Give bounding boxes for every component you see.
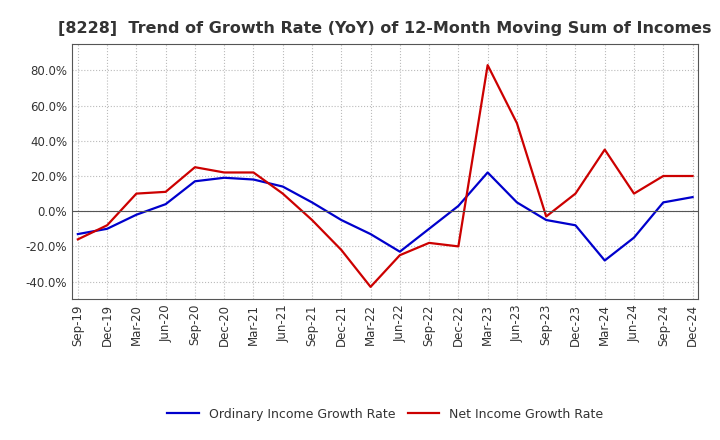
Ordinary Income Growth Rate bbox=[483, 170, 492, 175]
Net Income Growth Rate bbox=[659, 173, 667, 179]
Ordinary Income Growth Rate bbox=[425, 226, 433, 231]
Net Income Growth Rate bbox=[571, 191, 580, 196]
Ordinary Income Growth Rate bbox=[454, 203, 463, 209]
Ordinary Income Growth Rate bbox=[220, 175, 228, 180]
Ordinary Income Growth Rate bbox=[249, 177, 258, 182]
Net Income Growth Rate bbox=[600, 147, 609, 152]
Net Income Growth Rate bbox=[191, 165, 199, 170]
Ordinary Income Growth Rate bbox=[395, 249, 404, 254]
Net Income Growth Rate bbox=[220, 170, 228, 175]
Ordinary Income Growth Rate bbox=[132, 212, 140, 217]
Ordinary Income Growth Rate bbox=[161, 202, 170, 207]
Net Income Growth Rate bbox=[337, 247, 346, 253]
Ordinary Income Growth Rate bbox=[513, 200, 521, 205]
Net Income Growth Rate bbox=[395, 253, 404, 258]
Net Income Growth Rate bbox=[103, 223, 112, 228]
Net Income Growth Rate bbox=[630, 191, 639, 196]
Net Income Growth Rate bbox=[279, 191, 287, 196]
Title: [8228]  Trend of Growth Rate (YoY) of 12-Month Moving Sum of Incomes: [8228] Trend of Growth Rate (YoY) of 12-… bbox=[58, 21, 712, 36]
Ordinary Income Growth Rate bbox=[366, 231, 375, 237]
Net Income Growth Rate bbox=[513, 121, 521, 126]
Net Income Growth Rate bbox=[366, 284, 375, 290]
Net Income Growth Rate bbox=[542, 214, 551, 219]
Ordinary Income Growth Rate bbox=[191, 179, 199, 184]
Net Income Growth Rate bbox=[454, 244, 463, 249]
Net Income Growth Rate bbox=[688, 173, 697, 179]
Ordinary Income Growth Rate bbox=[600, 258, 609, 263]
Ordinary Income Growth Rate bbox=[307, 200, 316, 205]
Line: Ordinary Income Growth Rate: Ordinary Income Growth Rate bbox=[78, 172, 693, 260]
Legend: Ordinary Income Growth Rate, Net Income Growth Rate: Ordinary Income Growth Rate, Net Income … bbox=[163, 403, 608, 425]
Ordinary Income Growth Rate bbox=[73, 231, 82, 237]
Net Income Growth Rate bbox=[425, 240, 433, 246]
Net Income Growth Rate bbox=[249, 170, 258, 175]
Net Income Growth Rate bbox=[483, 62, 492, 68]
Ordinary Income Growth Rate bbox=[103, 226, 112, 231]
Net Income Growth Rate bbox=[132, 191, 140, 196]
Net Income Growth Rate bbox=[73, 237, 82, 242]
Net Income Growth Rate bbox=[161, 189, 170, 194]
Ordinary Income Growth Rate bbox=[571, 223, 580, 228]
Ordinary Income Growth Rate bbox=[659, 200, 667, 205]
Net Income Growth Rate bbox=[307, 217, 316, 223]
Ordinary Income Growth Rate bbox=[542, 217, 551, 223]
Ordinary Income Growth Rate bbox=[630, 235, 639, 240]
Ordinary Income Growth Rate bbox=[688, 194, 697, 200]
Ordinary Income Growth Rate bbox=[279, 184, 287, 189]
Ordinary Income Growth Rate bbox=[337, 217, 346, 223]
Line: Net Income Growth Rate: Net Income Growth Rate bbox=[78, 65, 693, 287]
